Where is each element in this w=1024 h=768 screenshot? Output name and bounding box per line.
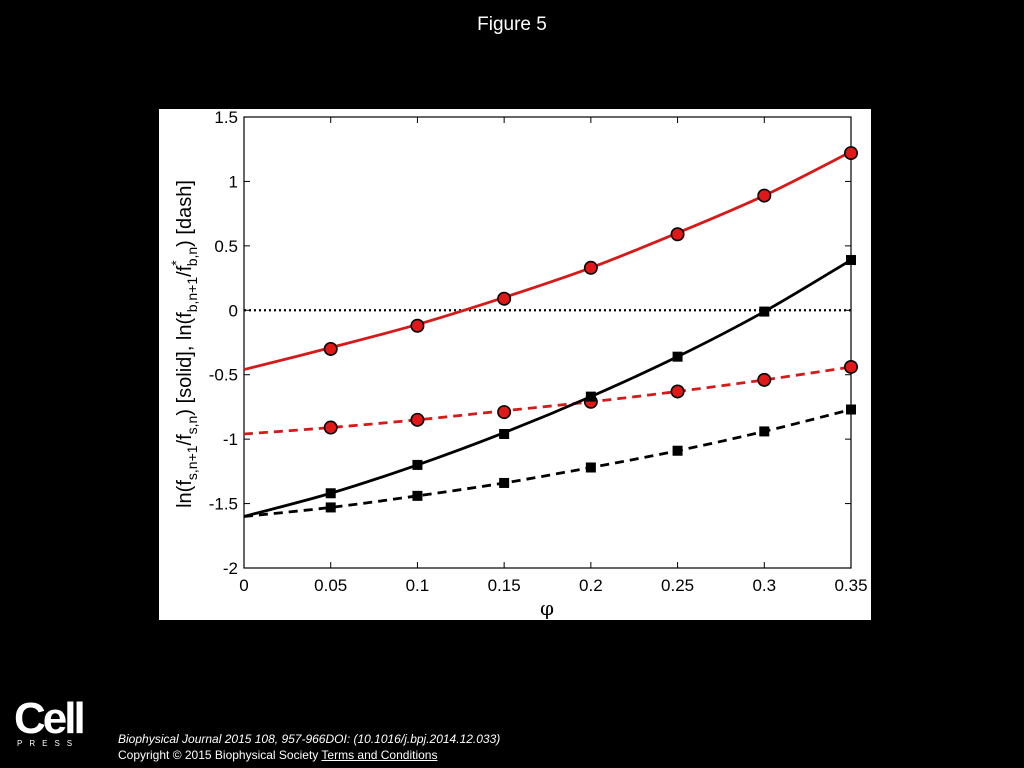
- data-point-circle: [757, 372, 772, 387]
- y-tick-label: 1.5: [214, 109, 238, 127]
- y-tick-label: 0: [229, 301, 238, 320]
- x-tick-label: 0.2: [579, 576, 603, 595]
- citation-line: Biophysical Journal 2015 108, 957-966DOI…: [118, 731, 500, 747]
- y-tick-label: -1.5: [209, 495, 238, 514]
- data-point-square: [846, 404, 856, 415]
- series-line-3: [243, 408, 852, 518]
- data-point-square: [499, 477, 510, 488]
- plot-frame: [243, 116, 852, 569]
- data-point-square: [499, 428, 510, 439]
- series-group: [243, 150, 852, 518]
- data-point-square: [759, 306, 770, 317]
- data-point-circle: [757, 188, 772, 203]
- data-point-circle: [497, 405, 512, 420]
- data-point-circle: [843, 359, 858, 374]
- line-chart: -2 -1.5 -1 -0.5 0 0.5 1 1.5 0 0.05 0.1 0.15 0.2 0.25…: [159, 109, 871, 620]
- cell-press-logo: Cell PRESS: [14, 694, 86, 749]
- series-line-1: [243, 365, 852, 436]
- x-tick-label: 0.15: [488, 576, 521, 595]
- data-point-circle: [323, 420, 338, 435]
- data-point-circle: [410, 412, 425, 427]
- series-line-0: [243, 150, 852, 371]
- y-tick-label: -2: [223, 559, 238, 578]
- x-tick-label: 0.35: [834, 576, 867, 595]
- data-point-circle: [410, 318, 425, 333]
- x-axis-label: φ: [540, 596, 554, 620]
- data-point-circle: [670, 384, 685, 399]
- chart-panel: -2 -1.5 -1 -0.5 0 0.5 1 1.5 0 0.05 0.1 0.15 0.2 0.25…: [159, 109, 871, 620]
- data-point-square: [846, 255, 856, 266]
- data-point-square: [672, 351, 683, 362]
- data-point-square: [759, 426, 770, 437]
- y-tick-label: 0.5: [214, 237, 238, 256]
- x-axis-ticks: 0 0.05 0.1 0.15 0.2 0.25 0.3 0.35: [239, 117, 868, 595]
- data-point-square: [585, 391, 596, 402]
- y-tick-label: -1: [223, 430, 238, 449]
- data-point-square: [412, 490, 423, 501]
- marker-group: [323, 146, 858, 513]
- data-point-circle: [670, 227, 685, 242]
- logo-subtext: PRESS: [17, 739, 80, 748]
- data-point-circle: [843, 146, 858, 161]
- logo-wordmark: Cell: [14, 694, 86, 743]
- x-tick-label: 0.3: [752, 576, 776, 595]
- figure-title: Figure 5: [477, 14, 547, 35]
- data-point-square: [672, 445, 683, 456]
- y-axis-label: ln(fs,n+1/fs,n) [solid], ln(fb,n+1/f*b,n…: [168, 180, 200, 508]
- chart-background: [159, 109, 871, 620]
- data-point-square: [325, 488, 336, 499]
- y-tick-label: -0.5: [209, 366, 238, 385]
- data-point-square: [585, 462, 596, 473]
- x-tick-label: 0.05: [314, 576, 347, 595]
- y-tick-label: 1: [229, 172, 238, 191]
- copyright-text: Copyright © 2015 Biophysical Society: [118, 748, 319, 762]
- data-point-circle: [497, 291, 512, 306]
- data-point-circle: [583, 260, 598, 275]
- citation-text: Biophysical Journal 2015 108, 957-966DOI…: [118, 732, 501, 746]
- data-point-circle: [323, 341, 338, 356]
- data-point-square: [325, 502, 336, 513]
- x-tick-label: 0: [239, 576, 248, 595]
- x-tick-label: 0.25: [661, 576, 694, 595]
- footer: Biophysical Journal 2015 108, 957-966DOI…: [118, 731, 500, 763]
- data-point-square: [412, 459, 423, 470]
- terms-link[interactable]: Terms and Conditions: [321, 748, 438, 762]
- copyright-line: Copyright © 2015 Biophysical Society Ter…: [118, 747, 500, 763]
- x-tick-label: 0.1: [406, 576, 430, 595]
- y-axis-ticks: -2 -1.5 -1 -0.5 0 0.5 1 1.5: [209, 109, 851, 578]
